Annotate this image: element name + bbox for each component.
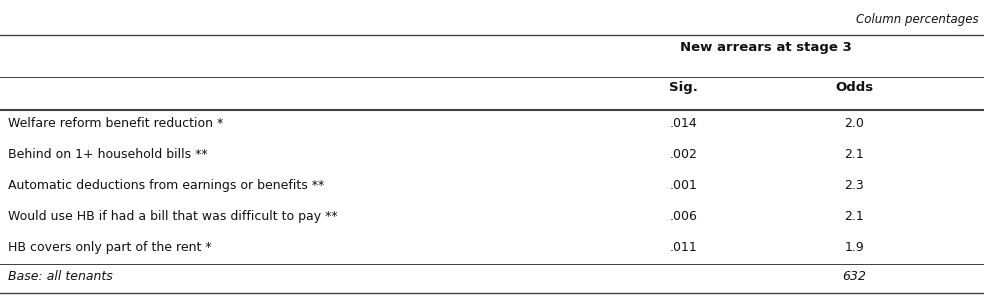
Text: 2.1: 2.1 — [844, 210, 864, 223]
Text: 1.9: 1.9 — [844, 241, 864, 254]
Text: Sig.: Sig. — [669, 81, 699, 94]
Text: Odds: Odds — [835, 81, 873, 94]
Text: .006: .006 — [670, 210, 698, 223]
Text: 632: 632 — [842, 270, 866, 283]
Text: 2.1: 2.1 — [844, 148, 864, 161]
Text: Welfare reform benefit reduction *: Welfare reform benefit reduction * — [8, 117, 223, 130]
Text: Column percentages: Column percentages — [856, 14, 979, 26]
Text: Base: all tenants: Base: all tenants — [8, 270, 112, 283]
Text: .014: .014 — [670, 117, 698, 130]
Text: .002: .002 — [670, 148, 698, 161]
Text: HB covers only part of the rent *: HB covers only part of the rent * — [8, 241, 212, 254]
Text: New arrears at stage 3: New arrears at stage 3 — [680, 41, 851, 54]
Text: 2.3: 2.3 — [844, 179, 864, 192]
Text: .011: .011 — [670, 241, 698, 254]
Text: Automatic deductions from earnings or benefits **: Automatic deductions from earnings or be… — [8, 179, 324, 192]
Text: Behind on 1+ household bills **: Behind on 1+ household bills ** — [8, 148, 208, 161]
Text: 2.0: 2.0 — [844, 117, 864, 130]
Text: .001: .001 — [670, 179, 698, 192]
Text: Would use HB if had a bill that was difficult to pay **: Would use HB if had a bill that was diff… — [8, 210, 338, 223]
